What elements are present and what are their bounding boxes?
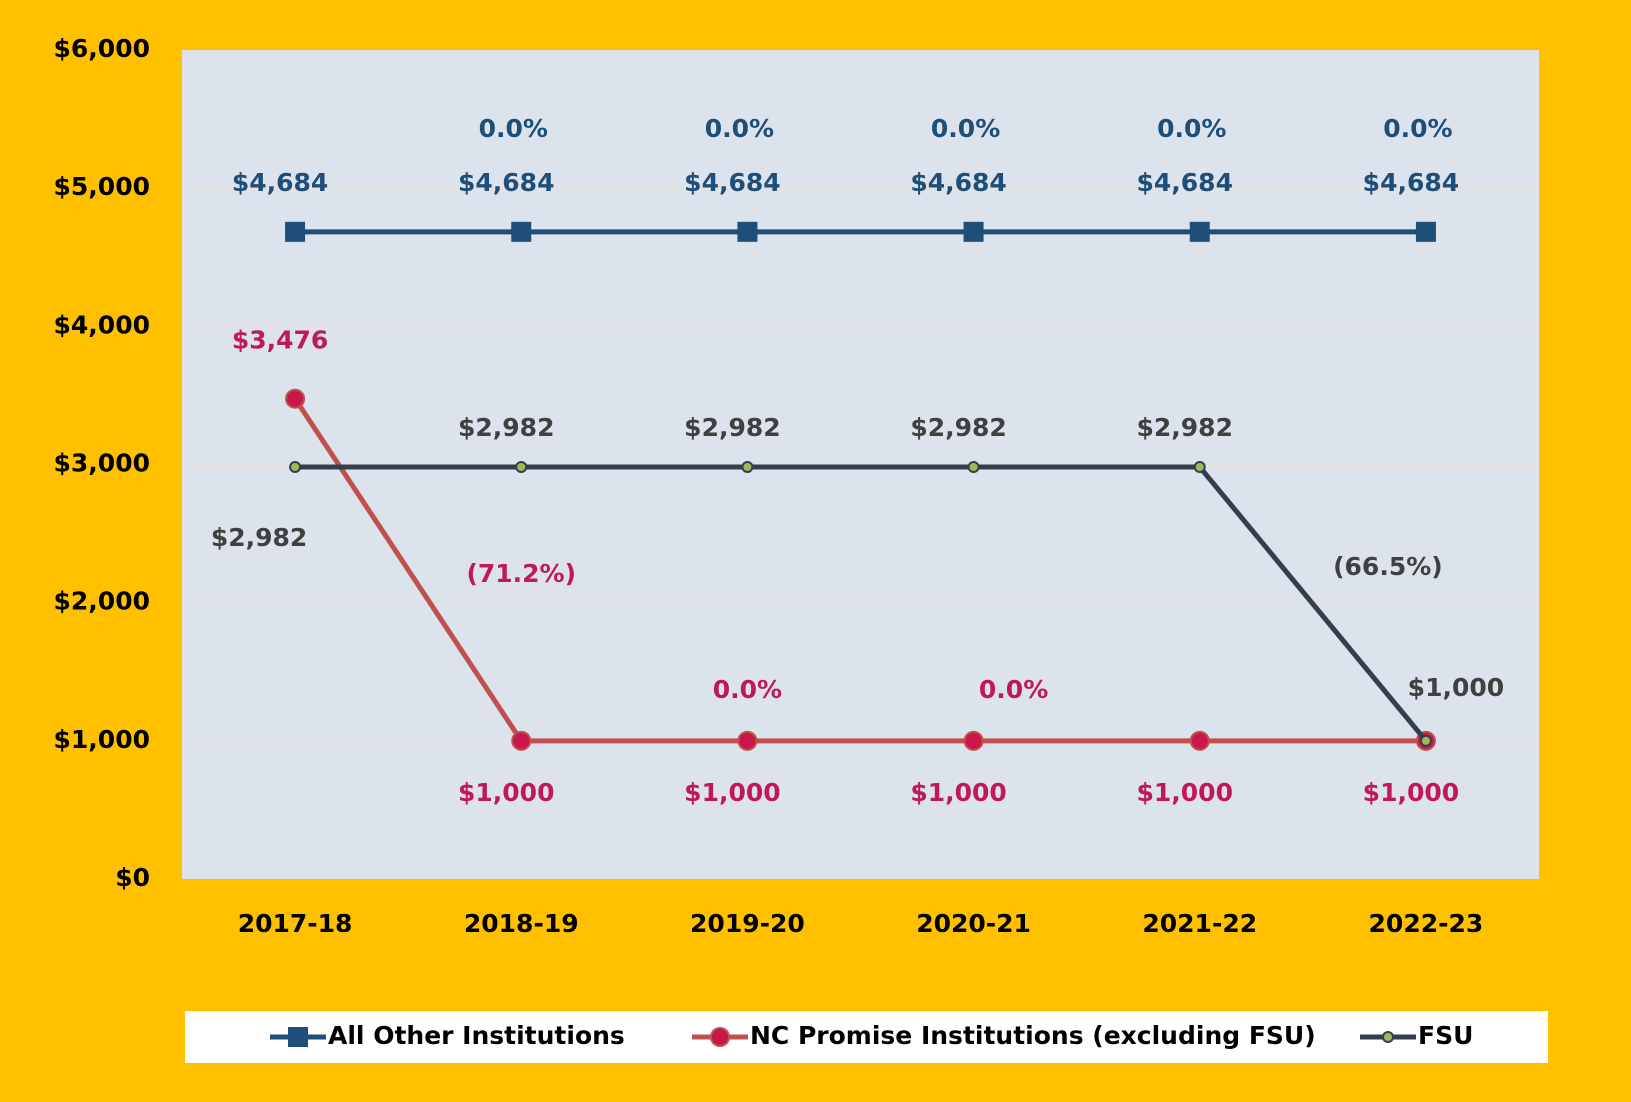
legend-label: NC Promise Institutions (excluding FSU) <box>750 1021 1316 1050</box>
legend-marker <box>1382 1031 1394 1043</box>
y-tick-label: $6,000 <box>54 34 150 63</box>
marker <box>963 221 984 242</box>
marker <box>289 460 302 473</box>
marker <box>963 730 984 751</box>
data-label: $4,684 <box>1363 168 1459 197</box>
x-tick-label: 2019-20 <box>690 909 805 938</box>
y-tick-label: $4,000 <box>54 310 150 339</box>
series-line <box>292 397 1426 744</box>
marker <box>511 730 532 751</box>
data-label: $2,982 <box>910 413 1006 442</box>
x-tick-label: 2021-22 <box>1142 909 1257 938</box>
change-label: 0.0% <box>713 675 782 704</box>
marker <box>741 460 754 473</box>
change-label: 0.0% <box>705 114 774 143</box>
data-label: $4,684 <box>458 168 554 197</box>
change-label: 0.0% <box>931 114 1000 143</box>
marker <box>1193 460 1206 473</box>
marker <box>1419 734 1432 747</box>
data-label: $1,000 <box>910 778 1006 807</box>
change-label: (66.5%) <box>1333 552 1443 581</box>
data-label: $4,684 <box>1137 168 1233 197</box>
marker <box>1415 221 1436 242</box>
data-label: $1,000 <box>458 778 554 807</box>
y-tick-label: $0 <box>115 863 150 892</box>
data-label: $1,000 <box>1408 673 1504 702</box>
data-label: $2,982 <box>684 413 780 442</box>
data-label: $2,982 <box>1137 413 1233 442</box>
y-tick-label: $2,000 <box>54 587 150 616</box>
data-label: $2,982 <box>211 523 307 552</box>
data-label: $2,982 <box>458 413 554 442</box>
y-tick-label: $3,000 <box>54 449 150 478</box>
data-label: $1,000 <box>684 778 780 807</box>
data-label: $4,684 <box>684 168 780 197</box>
legend-marker <box>288 1027 308 1047</box>
marker <box>285 388 306 409</box>
data-label: $3,476 <box>232 326 328 355</box>
change-label: 0.0% <box>979 675 1048 704</box>
legend-marker <box>710 1027 730 1047</box>
data-label: $1,000 <box>1137 778 1233 807</box>
change-label: (71.2%) <box>466 559 576 588</box>
x-tick-label: 2022-23 <box>1369 909 1484 938</box>
change-label: 0.0% <box>479 114 548 143</box>
x-tick-label: 2018-19 <box>464 909 579 938</box>
marker <box>1189 730 1210 751</box>
marker <box>515 460 528 473</box>
change-label: 0.0% <box>1157 114 1226 143</box>
x-tick-label: 2020-21 <box>916 909 1031 938</box>
y-tick-label: $5,000 <box>54 172 150 201</box>
change-label: 0.0% <box>1383 114 1452 143</box>
marker <box>967 460 980 473</box>
marker <box>737 221 758 242</box>
marker <box>737 730 758 751</box>
marker <box>511 221 532 242</box>
series-line <box>295 464 1428 743</box>
data-label: $1,000 <box>1363 778 1459 807</box>
marker <box>285 221 306 242</box>
legend-label: All Other Institutions <box>328 1021 625 1050</box>
data-label: $4,684 <box>232 168 328 197</box>
x-tick-label: 2017-18 <box>238 909 353 938</box>
y-tick-label: $1,000 <box>54 725 150 754</box>
legend <box>185 1011 1548 1063</box>
legend-label: FSU <box>1418 1021 1473 1050</box>
marker <box>1189 221 1210 242</box>
data-label: $4,684 <box>910 168 1006 197</box>
